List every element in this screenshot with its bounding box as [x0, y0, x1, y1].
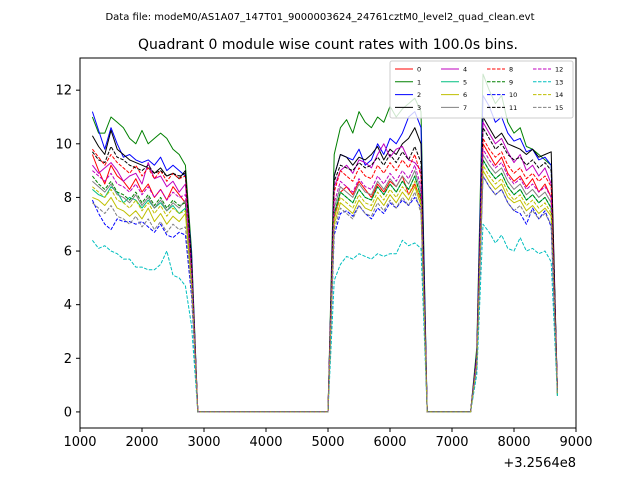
x-tick-label: 2000 — [125, 435, 158, 450]
y-tick-label: 12 — [55, 84, 72, 99]
y-tick-label: 10 — [55, 137, 72, 152]
legend-label: 8 — [509, 66, 513, 74]
x-tick-label: 5000 — [311, 435, 344, 450]
x-tick-label: 8000 — [497, 435, 530, 450]
x-offset-label: +3.2564e8 — [503, 456, 576, 471]
legend-label: 7 — [463, 104, 467, 112]
series-line-7 — [92, 154, 558, 413]
legend-label: 3 — [417, 104, 421, 112]
legend-label: 9 — [509, 78, 513, 86]
legend-label: 1 — [417, 78, 421, 86]
x-tick-label: 4000 — [249, 435, 282, 450]
x-tick-label: 3000 — [187, 435, 220, 450]
legend-label: 15 — [555, 104, 563, 112]
x-tick-label: 9000 — [559, 435, 592, 450]
chart-suptitle: Data file: modeM0/AS1A07_147T01_90000036… — [105, 12, 534, 23]
chart-title: Quadrant 0 module wise count rates with … — [138, 37, 518, 53]
legend-label: 4 — [463, 66, 467, 74]
series-line-14 — [92, 164, 558, 413]
series-line-10 — [91, 175, 558, 413]
tick-layer: 1000 2000 3000 4000 5000 6000 7000 8000 9000 0 2 4 6… — [55, 84, 592, 450]
legend-label: 14 — [555, 91, 563, 99]
y-tick-label: 8 — [64, 191, 72, 206]
x-tick-label: 1000 — [63, 435, 96, 450]
legend-label: 12 — [555, 66, 563, 74]
legend-label: 5 — [463, 78, 467, 86]
series-line-13 — [92, 223, 558, 413]
series-line-12 — [92, 148, 558, 413]
series-layer — [91, 73, 558, 413]
x-tick-label: 7000 — [435, 435, 468, 450]
y-tick-label: 2 — [64, 352, 72, 367]
plot-frame — [79, 57, 577, 429]
y-tick-label: 6 — [64, 245, 72, 260]
legend-label: 0 — [417, 66, 421, 74]
legend-label: 13 — [555, 78, 563, 86]
legend-label: 11 — [509, 104, 517, 112]
series-line-9 — [92, 159, 558, 413]
series-line-5 — [92, 159, 558, 413]
x-tick-label: 6000 — [373, 435, 406, 450]
y-tick-label: 4 — [64, 298, 72, 313]
legend-label: 2 — [417, 91, 421, 99]
series-line-15 — [92, 175, 558, 413]
series-line-4 — [92, 121, 558, 413]
legend-label: 6 — [463, 91, 467, 99]
y-tick-label: 0 — [64, 405, 72, 420]
series-line-6 — [92, 170, 558, 413]
series-line-2 — [91, 95, 558, 413]
legend-label: 10 — [509, 91, 517, 99]
legend-box — [389, 60, 574, 119]
